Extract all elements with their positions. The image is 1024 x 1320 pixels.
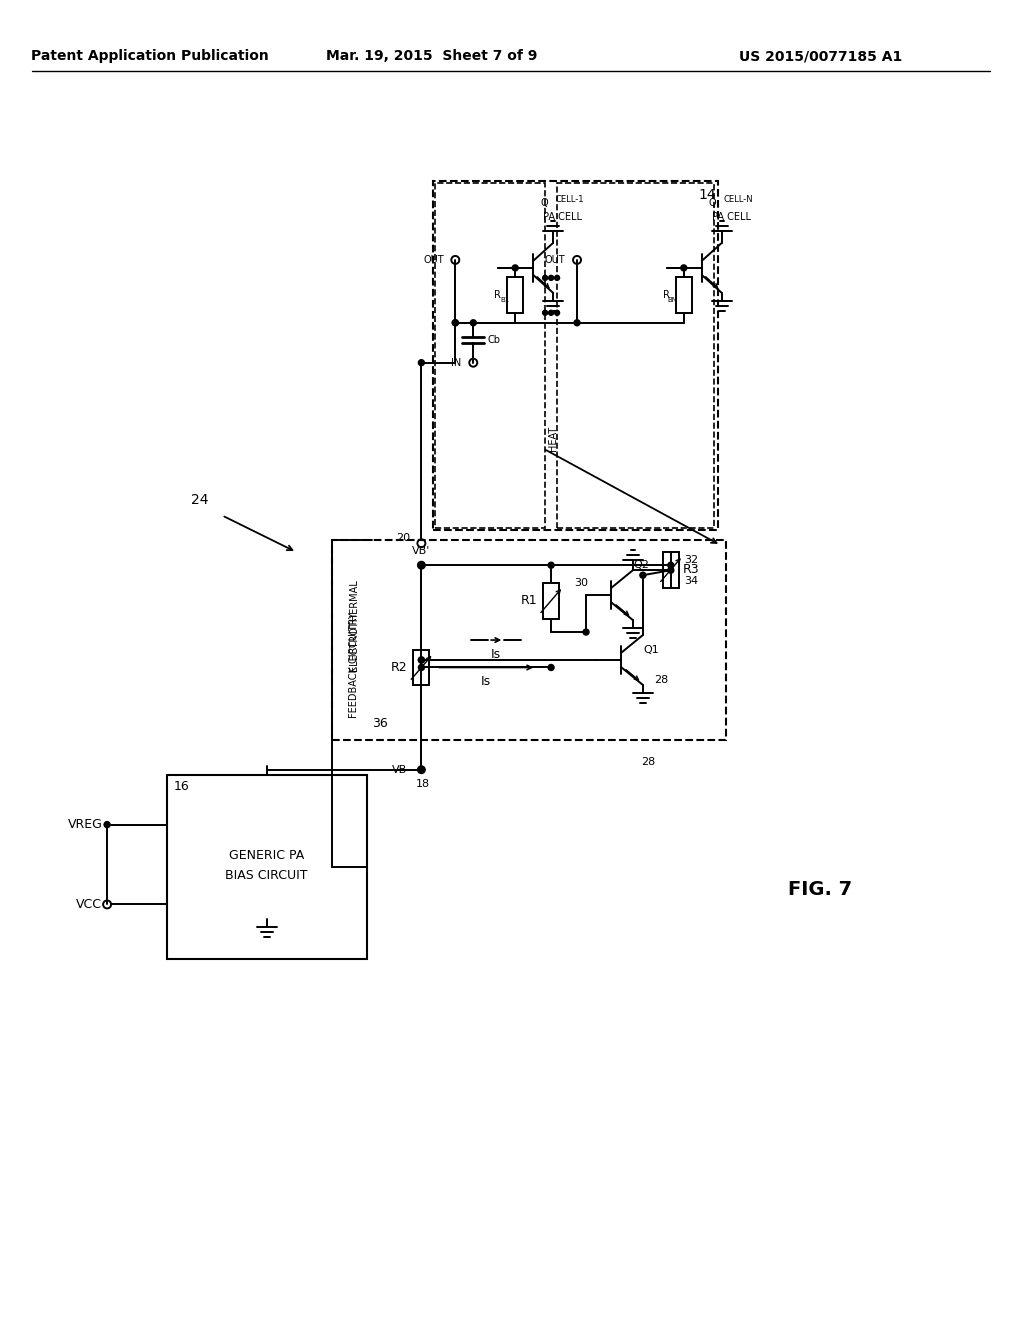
Circle shape bbox=[104, 821, 111, 828]
Text: PA CELL: PA CELL bbox=[712, 213, 751, 222]
Circle shape bbox=[583, 630, 589, 635]
Text: Q: Q bbox=[540, 198, 548, 209]
Circle shape bbox=[419, 657, 424, 663]
Bar bbox=[543, 582, 559, 619]
Bar bbox=[663, 552, 679, 587]
Bar bbox=[167, 775, 367, 960]
Text: HEAT: HEAT bbox=[548, 426, 558, 451]
Circle shape bbox=[419, 359, 424, 366]
Text: 36: 36 bbox=[372, 717, 387, 730]
Text: 18: 18 bbox=[417, 779, 430, 789]
Text: R1: R1 bbox=[521, 594, 538, 607]
Circle shape bbox=[548, 664, 554, 671]
Text: 24: 24 bbox=[191, 494, 209, 507]
Text: R: R bbox=[663, 290, 670, 301]
Text: 16: 16 bbox=[174, 780, 189, 793]
Text: R: R bbox=[495, 290, 501, 301]
Text: Is: Is bbox=[492, 648, 502, 660]
Text: OUT: OUT bbox=[424, 255, 444, 265]
Circle shape bbox=[668, 568, 674, 573]
Circle shape bbox=[512, 265, 518, 271]
Text: BN: BN bbox=[668, 297, 678, 304]
Text: VCC: VCC bbox=[76, 898, 102, 911]
Text: FIG. 7: FIG. 7 bbox=[788, 880, 853, 899]
Bar bbox=[435, 183, 545, 528]
Text: FEEDBACK CIRCUITRY: FEEDBACK CIRCUITRY bbox=[348, 612, 358, 718]
Text: BIAS CIRCUIT: BIAS CIRCUIT bbox=[225, 869, 308, 882]
Text: Q: Q bbox=[709, 198, 717, 209]
Text: Q2: Q2 bbox=[633, 560, 649, 570]
Text: ELECTROTHERMAL: ELECTROTHERMAL bbox=[348, 579, 358, 671]
Circle shape bbox=[543, 276, 548, 280]
Text: 30: 30 bbox=[574, 578, 588, 589]
Text: Cb: Cb bbox=[487, 335, 501, 345]
Text: GENERIC PA: GENERIC PA bbox=[229, 849, 304, 862]
Text: CELL-1: CELL-1 bbox=[555, 194, 584, 203]
Circle shape bbox=[419, 562, 424, 568]
Text: 32: 32 bbox=[684, 556, 697, 565]
Circle shape bbox=[419, 657, 424, 663]
Text: 20: 20 bbox=[396, 533, 411, 544]
Circle shape bbox=[419, 767, 424, 772]
Circle shape bbox=[453, 319, 459, 326]
Bar bbox=[557, 183, 714, 528]
Text: OUT: OUT bbox=[545, 255, 565, 265]
Text: 28: 28 bbox=[653, 675, 668, 685]
Circle shape bbox=[640, 572, 646, 578]
Bar bbox=[507, 277, 523, 313]
Text: Is: Is bbox=[481, 675, 492, 688]
Circle shape bbox=[555, 310, 559, 315]
Circle shape bbox=[668, 562, 674, 568]
Text: 28: 28 bbox=[641, 756, 655, 767]
Text: IN: IN bbox=[451, 358, 461, 368]
Circle shape bbox=[555, 276, 559, 280]
Text: B1: B1 bbox=[500, 297, 509, 304]
Text: CELL-N: CELL-N bbox=[724, 194, 754, 203]
Circle shape bbox=[549, 276, 554, 280]
Bar bbox=[414, 649, 429, 685]
Text: Q1: Q1 bbox=[643, 645, 658, 655]
Text: VREG: VREG bbox=[68, 818, 102, 832]
Text: US 2015/0077185 A1: US 2015/0077185 A1 bbox=[739, 49, 902, 63]
Circle shape bbox=[574, 319, 580, 326]
Text: Mar. 19, 2015  Sheet 7 of 9: Mar. 19, 2015 Sheet 7 of 9 bbox=[326, 49, 537, 63]
Text: 34: 34 bbox=[684, 577, 697, 586]
Text: VB: VB bbox=[392, 764, 408, 775]
Circle shape bbox=[548, 562, 554, 568]
Text: PA CELL: PA CELL bbox=[543, 213, 582, 222]
Text: VB': VB' bbox=[413, 546, 430, 556]
Circle shape bbox=[543, 310, 548, 315]
Circle shape bbox=[419, 664, 424, 671]
Text: R2: R2 bbox=[391, 661, 408, 675]
Text: 14: 14 bbox=[699, 187, 717, 202]
Circle shape bbox=[470, 319, 476, 326]
Text: Patent Application Publication: Patent Application Publication bbox=[31, 49, 269, 63]
Circle shape bbox=[549, 310, 554, 315]
Bar bbox=[676, 277, 692, 313]
Circle shape bbox=[453, 319, 459, 326]
Bar bbox=[332, 540, 726, 739]
Text: R3: R3 bbox=[682, 564, 699, 577]
Circle shape bbox=[681, 265, 687, 271]
Bar bbox=[433, 181, 718, 531]
